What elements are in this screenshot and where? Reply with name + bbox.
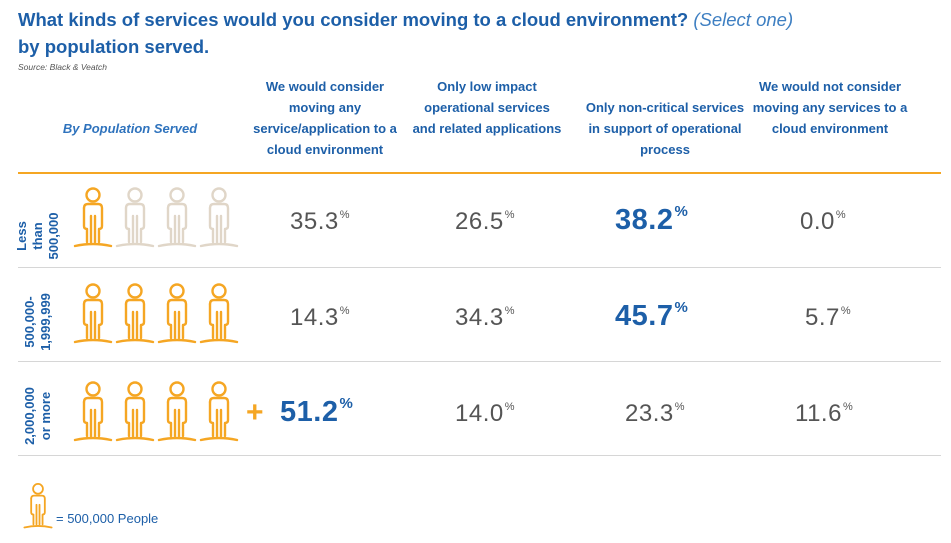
person-icon (73, 381, 113, 442)
person-icon (73, 283, 113, 344)
column-header-4: We would not consider moving any service… (752, 79, 908, 136)
person-icon (115, 381, 155, 442)
value-r2-c1: 14.3% (290, 304, 350, 331)
title-main-b: by population served. (18, 36, 210, 57)
value-r1-c1: 35.3% (290, 208, 350, 235)
column-header-3: Only non-critical services in support of… (585, 100, 745, 157)
person-icon (157, 381, 197, 442)
person-icon (199, 283, 239, 344)
row-divider-3 (18, 455, 941, 456)
value-r3-c4: 11.6% (795, 400, 854, 427)
source-note: Source: Black & Veatch (18, 62, 107, 72)
chart-title: What kinds of services would you conside… (18, 6, 818, 60)
person-icon (115, 187, 155, 248)
people-icons-row-1 (72, 186, 240, 252)
people-icons-row-3 (72, 380, 240, 446)
person-icon (22, 482, 54, 537)
column-header-2: Only low impact operational services and… (412, 79, 562, 136)
title-main-a: What kinds of services would you conside… (18, 9, 689, 30)
value-r1-c4: 0.0% (800, 208, 847, 235)
value-r2-c4: 5.7% (805, 304, 852, 331)
row-header: By Population Served (62, 121, 198, 136)
value-r3-c2: 14.0% (455, 400, 515, 427)
person-icon-shape (23, 482, 53, 529)
plus-sign: + (246, 396, 264, 429)
legend-text: = 500,000 People (56, 511, 159, 526)
row-divider-1 (18, 267, 941, 268)
value-r2-c3: 45.7% (615, 299, 689, 332)
value-r1-c3: 38.2% (615, 203, 689, 236)
person-icon (199, 381, 239, 442)
value-r2-c2: 34.3% (455, 304, 515, 331)
person-icon (157, 187, 197, 248)
person-icon (157, 283, 197, 344)
value-r1-c2: 26.5% (455, 208, 515, 235)
legend: = 500,000 People (22, 482, 158, 537)
person-icon (199, 187, 239, 248)
title-sub: (Select one) (693, 9, 794, 30)
row-label-1: Less than 500,000 (14, 212, 61, 260)
row-label-3: 2,000,000 or more (22, 387, 53, 445)
header-divider (18, 172, 941, 174)
value-r3-c3: 23.3% (625, 400, 685, 427)
person-icon (115, 283, 155, 344)
value-r3-c1: 51.2% (280, 395, 354, 428)
row-label-2: 500,000-1,999,999 (22, 293, 53, 351)
person-icon (73, 187, 113, 248)
people-icons-row-2 (72, 282, 240, 348)
row-divider-2 (18, 361, 941, 362)
column-header-1: We would consider moving any service/app… (253, 79, 397, 157)
